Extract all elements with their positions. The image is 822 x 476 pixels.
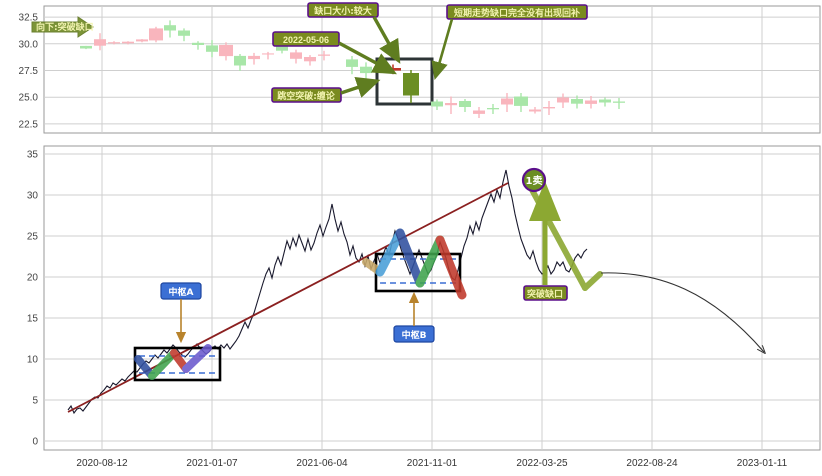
candle — [164, 20, 176, 38]
gap-size-label: 缺口大小:较大 — [313, 5, 372, 17]
bottom-y-axis-labels: 0 5 10 15 20 25 30 35 — [27, 150, 39, 448]
candle — [192, 41, 204, 50]
candle — [557, 93, 569, 108]
top-ytick-4: 32.5 — [19, 13, 39, 24]
candle — [219, 42, 233, 61]
bottom-panel: 0 5 10 15 20 25 30 35 2020-08-12 2021-01… — [27, 145, 821, 469]
annotation-down-gap-arrow[interactable]: 向下:突破缺口 — [31, 16, 94, 38]
top-ytick-3: 30.0 — [19, 39, 39, 50]
annotation-gap-not-filled[interactable]: 短期走势缺口完全没有出现回补 — [431, 4, 588, 80]
annotation-pivot-b[interactable]: 中枢B — [393, 291, 435, 343]
candle — [290, 49, 302, 64]
top-ytick-0: 22.5 — [19, 119, 39, 130]
bot-ytick-7: 35 — [27, 150, 39, 161]
candle — [304, 55, 316, 66]
bot-xtick-1: 2021-01-07 — [186, 458, 238, 469]
candle — [543, 101, 555, 115]
bot-ytick-2: 10 — [27, 355, 39, 366]
bottom-x-axis-labels: 2020-08-12 2021-01-07 2021-06-04 2021-11… — [76, 458, 787, 469]
pivot-a-label: 中枢A — [169, 286, 194, 298]
candle — [599, 97, 611, 107]
candle — [318, 50, 330, 61]
down-gap-arrow-label: 向下:突破缺口 — [36, 21, 94, 33]
candle — [514, 93, 528, 112]
gap-not-filled-label: 短期走势缺口完全没有出现回补 — [454, 7, 580, 19]
candle — [262, 51, 274, 60]
bot-xtick-4: 2022-03-25 — [516, 458, 568, 469]
candle — [585, 96, 597, 109]
bot-ytick-1: 5 — [32, 396, 38, 407]
candle — [459, 99, 471, 112]
candle — [149, 26, 163, 43]
candle — [94, 33, 106, 51]
candle-series-left — [80, 20, 372, 79]
bot-ytick-6: 30 — [27, 191, 39, 202]
candle — [80, 45, 92, 50]
pivot-a-strokes — [134, 344, 212, 380]
candle — [122, 41, 134, 45]
candle — [136, 39, 148, 43]
gap-breakout-label: 跳空突破:缠论 — [277, 90, 336, 102]
gap-date-label: 2022-05-06 — [283, 35, 329, 45]
bot-ytick-4: 20 — [27, 273, 39, 284]
sell-point-1-label: 1卖 — [526, 174, 543, 187]
top-candles-group — [80, 20, 625, 118]
bot-xtick-0: 2020-08-12 — [76, 458, 128, 469]
candle — [178, 28, 190, 42]
bot-ytick-3: 15 — [27, 314, 39, 325]
bot-xtick-2: 2021-06-04 — [296, 458, 348, 469]
bot-ytick-0: 0 — [32, 437, 38, 448]
annotation-pivot-a[interactable]: 中枢A — [160, 282, 202, 344]
candle — [501, 93, 513, 112]
candle — [206, 40, 218, 58]
top-ytick-2: 27.5 — [19, 66, 39, 77]
bot-xtick-6: 2023-01-11 — [737, 458, 788, 469]
candle — [473, 107, 485, 118]
pivot-b-label: 中枢B — [402, 329, 427, 341]
candle — [529, 107, 541, 114]
top-panel: 22.5 25.0 27.5 30.0 32.5 — [19, 2, 821, 134]
annotation-gap-size[interactable]: 缺口大小:较大 — [307, 2, 401, 64]
candle — [234, 54, 246, 71]
candle-series-right — [431, 93, 625, 118]
annotation-breakout-gap[interactable]: 突破缺口 — [523, 285, 568, 301]
candle-highlight-down — [403, 70, 419, 103]
candle — [360, 62, 372, 79]
candle — [431, 99, 443, 110]
candle — [571, 95, 583, 109]
candle — [613, 98, 625, 109]
breakout-gap-label: 突破缺口 — [527, 288, 563, 300]
bot-ytick-5: 25 — [27, 232, 39, 243]
candle — [108, 41, 120, 45]
bot-xtick-5: 2022-08-24 — [626, 458, 678, 469]
annotation-gap-breakout[interactable]: 跳空突破:缠论 — [271, 77, 381, 103]
bot-xtick-3: 2021-11-01 — [407, 458, 458, 469]
annotation-gap-date[interactable]: 2022-05-06 — [272, 31, 397, 75]
forecast-arc — [600, 272, 764, 352]
candle — [248, 52, 260, 65]
candle — [487, 104, 499, 114]
top-ytick-1: 25.0 — [19, 93, 39, 104]
candle — [346, 56, 358, 75]
pivot-b-strokes — [362, 228, 467, 300]
annotation-sell-point-1[interactable]: 1卖 — [521, 167, 547, 193]
top-y-axis-labels: 22.5 25.0 27.5 30.0 32.5 — [19, 13, 39, 131]
trend-line-up — [67, 182, 509, 413]
candle — [445, 96, 457, 114]
